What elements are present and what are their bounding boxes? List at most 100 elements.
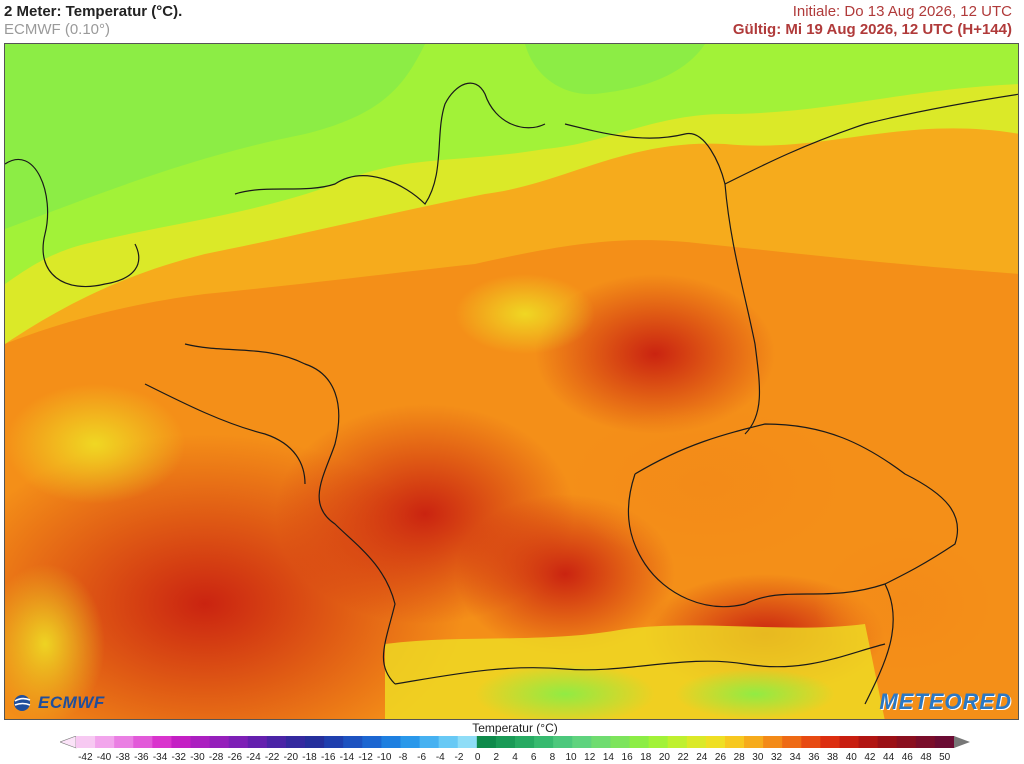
legend-swatch: [419, 736, 440, 748]
map-header-right: Initiale: Do 13 Aug 2026, 12 UTC Gültig:…: [733, 3, 1012, 39]
legend-swatch: [95, 736, 115, 748]
legend-swatch: [266, 736, 287, 748]
legend-tick-label: 30: [752, 752, 764, 763]
legend-tick-label: 28: [733, 752, 745, 763]
legend-tick-label: -32: [171, 752, 186, 763]
legend-swatch: [76, 736, 96, 748]
legend-tick-label: 46: [901, 752, 913, 763]
legend-swatch: [858, 736, 879, 748]
legend-swatch: [686, 736, 707, 748]
legend-tick-label: -16: [320, 752, 336, 763]
legend-tick-label: 16: [621, 752, 633, 763]
legend-tick-label: 4: [512, 752, 518, 763]
legend-swatch: [782, 736, 802, 748]
legend-tick-label: 44: [883, 752, 895, 763]
legend-tick-label: -26: [227, 752, 243, 763]
legend-tick-label: 26: [714, 752, 727, 763]
legend-tick-label: -2: [454, 752, 464, 763]
legend-tick-label: -40: [96, 752, 112, 763]
legend-swatch: [534, 736, 554, 748]
legend-swatch: [705, 736, 726, 748]
legend-tick-label: -4: [435, 752, 445, 763]
legend-swatch: [667, 736, 688, 748]
legend-colorbar: [60, 736, 970, 749]
legend-tick-label: -36: [134, 752, 149, 763]
legend-tick-label: 8: [549, 752, 556, 763]
legend-tick-label: 10: [565, 752, 577, 763]
ecmwf-logo: ECMWF: [11, 693, 105, 713]
meteored-logo[interactable]: METEORED: [879, 689, 1012, 714]
legend-tick-label: -38: [115, 752, 130, 763]
legend-tick-label: -6: [417, 752, 427, 763]
legend-swatch: [629, 736, 650, 748]
legend-tick-label: 14: [602, 752, 614, 763]
legend-tick-label: -24: [246, 752, 261, 763]
legend-arrow-high: [954, 736, 970, 748]
legend-tick-label: 40: [845, 752, 857, 763]
model-label: ECMWF (0.10°): [4, 21, 111, 38]
legend-tick-label: 24: [696, 752, 708, 763]
legend-swatch: [648, 736, 669, 748]
legend-swatch: [572, 736, 592, 748]
legend-swatch: [724, 736, 745, 748]
temperature-field: [5, 44, 1018, 719]
legend-tick-label: 20: [658, 752, 670, 763]
legend-swatch: [515, 736, 535, 748]
legend-tick-label: -8: [398, 752, 408, 763]
legend-swatch: [285, 736, 306, 748]
legend-tick-label: -34: [152, 752, 168, 763]
legend-swatch: [171, 736, 192, 748]
legend-swatch: [476, 736, 497, 748]
legend-swatch: [801, 736, 821, 748]
legend-swatch: [553, 736, 573, 748]
legend-swatch: [495, 736, 516, 748]
legend-tick-label: -22: [264, 752, 280, 763]
legend-tick-labels: -42 -40 -38 -36 -34 -32 -30 -28 -26 -24 -22 -20 -18-…: [60, 752, 970, 764]
legend-tick-label: 18: [640, 752, 652, 763]
init-time: Initiale: Do 13 Aug 2026, 12 UTC: [792, 3, 1012, 20]
ecmwf-globe-icon: [14, 695, 31, 711]
legend-tick-label: 2: [493, 752, 500, 763]
legend-swatch: [744, 736, 764, 748]
ecmwf-logo-text: ECMWF: [38, 693, 105, 712]
legend-swatch: [209, 736, 230, 748]
legend-tick-label: -42: [78, 752, 93, 763]
legend-title: Temperatur (°C): [472, 721, 558, 735]
borders: [5, 82, 1018, 705]
legend-tick-label: -14: [339, 752, 355, 763]
legend-swatch: [820, 736, 840, 748]
legend-tick-label: 50: [939, 752, 951, 763]
legend-swatch: [915, 736, 936, 748]
legend-swatch: [343, 736, 363, 748]
legend-tick-label: -10: [376, 752, 392, 763]
legend-tick-label: 22: [677, 752, 689, 763]
legend-tick-label: 12: [584, 752, 596, 763]
legend-tick-label: 42: [864, 752, 876, 763]
legend-arrow-low: [60, 736, 77, 749]
map-title: 2 Meter: Temperatur (°C).: [4, 3, 183, 20]
legend-swatch: [152, 736, 172, 748]
legend-tick-label: -28: [208, 752, 224, 763]
legend-tick-label: 32: [770, 752, 783, 763]
legend-tick-label: 36: [808, 752, 820, 763]
legend-swatch: [896, 736, 917, 748]
legend-swatch: [610, 736, 631, 748]
map-header-left: 2 Meter: Temperatur (°C). ECMWF (0.10°): [4, 3, 182, 39]
legend-tick-label: 34: [789, 752, 801, 763]
legend-swatch: [839, 736, 860, 748]
legend-swatch: [362, 736, 382, 748]
legend-swatch: [877, 736, 898, 748]
legend-swatch: [457, 736, 478, 748]
legend-tick-label: -30: [190, 752, 205, 763]
legend-swatch: [381, 736, 401, 748]
legend-swatch: [324, 736, 344, 748]
legend-tick-label: -18: [302, 752, 317, 763]
valid-time: Gültig: Mi 19 Aug 2026, 12 UTC (H+144): [732, 21, 1012, 38]
legend-swatch: [228, 736, 249, 748]
legend-swatch: [305, 736, 325, 748]
legend-tick-label: -12: [358, 752, 373, 763]
legend-tick-label: -20: [283, 752, 299, 763]
temperature-map[interactable]: ECMWF METEORED: [4, 43, 1019, 720]
legend-tick-label: 38: [827, 752, 839, 763]
legend-swatch: [133, 736, 153, 748]
